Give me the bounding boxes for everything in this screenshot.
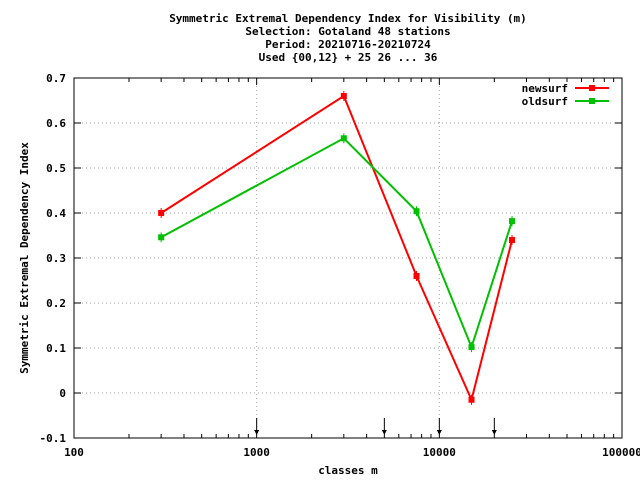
- class-marker-arrow: [491, 430, 497, 435]
- class-markers: [254, 418, 497, 435]
- y-tick-label: 0.2: [46, 297, 66, 310]
- plot-frame: [73, 77, 623, 439]
- title-line-3: Period: 20210716-20210724: [265, 38, 431, 51]
- y-tick-label: 0.7: [46, 72, 66, 85]
- class-marker-arrow: [254, 430, 260, 435]
- y-tick-label: 0.4: [46, 207, 66, 220]
- title-line-1: Symmetric Extremal Dependency Index for …: [169, 12, 527, 25]
- series-oldsurf: [158, 133, 516, 353]
- legend-swatch-marker: [589, 98, 595, 104]
- title-line-2: Selection: Gotaland 48 stations: [245, 25, 450, 38]
- grid-lines: [74, 78, 622, 438]
- x-axis-ticks: 100 1000 10000 100000: [64, 78, 640, 459]
- y-tick-label: 0.5: [46, 162, 66, 175]
- x-tick-label: 100: [64, 446, 84, 459]
- class-marker-arrow: [381, 430, 387, 435]
- series-line-oldsurf: [160, 137, 513, 351]
- legend-label: newsurf: [522, 82, 568, 95]
- series-newsurf: [158, 91, 516, 405]
- y-axis-ticks: -0.1 0 0.1 0.2 0.3 0.4 0.5 0.6 0.7: [40, 72, 622, 445]
- x-tick-label: 100000: [602, 446, 640, 459]
- legend-item-oldsurf: oldsurf: [522, 95, 609, 108]
- legend-label: oldsurf: [522, 95, 568, 108]
- chart-title: Symmetric Extremal Dependency Index for …: [169, 12, 527, 64]
- legend-item-newsurf: newsurf: [522, 82, 609, 95]
- y-tick-label: 0: [59, 387, 66, 400]
- x-tick-label: 1000: [243, 446, 270, 459]
- y-tick-label: 0.1: [46, 342, 66, 355]
- legend-swatch-marker: [589, 85, 595, 91]
- y-axis-label: Symmetric Extremal Dependency Index: [18, 142, 31, 374]
- title-line-4: Used {00,12} + 25 26 ... 36: [259, 51, 438, 64]
- y-tick-label: 0.6: [46, 117, 66, 130]
- x-axis-label: classes m: [318, 464, 378, 477]
- x-tick-label: 10000: [423, 446, 456, 459]
- y-tick-label: 0.3: [46, 252, 66, 265]
- class-marker-arrow: [436, 430, 442, 435]
- data-series: [158, 91, 516, 405]
- y-tick-label: -0.1: [40, 432, 67, 445]
